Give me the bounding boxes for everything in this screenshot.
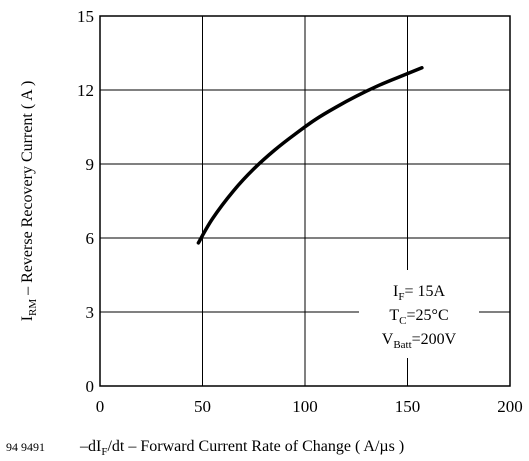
condition-battery-voltage: VBatt=200V: [382, 331, 457, 351]
x-tick-labels: 0 50 100 150 200: [96, 397, 523, 416]
grid-lines: [100, 16, 510, 386]
condition-case-temperature: TC=25°C: [389, 307, 448, 327]
y-tick-label: 0: [86, 377, 95, 396]
x-tick-label: 150: [395, 397, 421, 416]
series-line: [196, 66, 424, 245]
condition-forward-current: IF= 15A: [393, 283, 445, 303]
x-tick-label: 200: [497, 397, 523, 416]
y-tick-labels: 0 3 6 9 12 15: [77, 7, 94, 396]
plot-frame: [99, 15, 511, 387]
conditions-box-background: [359, 270, 479, 358]
series-group: [196, 66, 424, 245]
y-tick-label: 6: [86, 229, 95, 248]
y-tick-label: 3: [86, 303, 95, 322]
y-tick-label: 15: [77, 7, 94, 26]
y-axis-label: IRM – Reverse Recovery Current ( A ): [19, 81, 39, 322]
y-tick-label: 9: [86, 155, 95, 174]
x-axis-label: –dIF/dt – Forward Current Rate of Change…: [79, 438, 404, 458]
x-tick-label: 0: [96, 397, 105, 416]
conditions-box: IF= 15A TC=25°C VBatt=200V: [359, 270, 479, 358]
x-tick-label: 100: [292, 397, 318, 416]
x-tick-label: 50: [194, 397, 211, 416]
figure-number: 94 9491: [6, 440, 45, 454]
y-tick-label: 12: [77, 81, 94, 100]
